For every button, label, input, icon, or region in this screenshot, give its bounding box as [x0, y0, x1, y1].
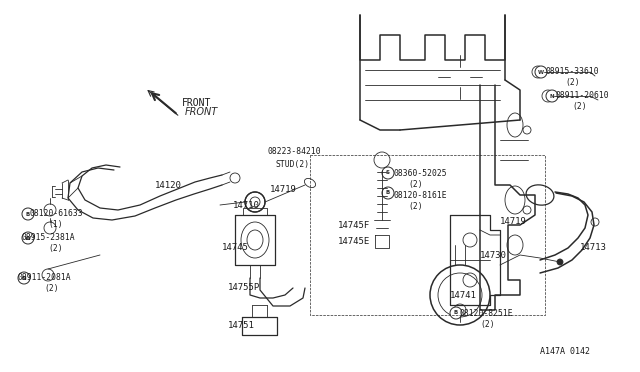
- Text: 08120-8161E: 08120-8161E: [393, 190, 447, 199]
- Text: (2): (2): [408, 202, 422, 211]
- Text: (2): (2): [565, 78, 580, 87]
- Text: W: W: [25, 235, 31, 241]
- Text: 14745E: 14745E: [338, 237, 371, 247]
- Circle shape: [382, 167, 394, 179]
- Text: FRONT: FRONT: [185, 107, 218, 117]
- Text: 08915-33610: 08915-33610: [545, 67, 598, 77]
- Circle shape: [557, 259, 563, 265]
- Text: N: N: [550, 93, 554, 99]
- Text: (2): (2): [572, 103, 587, 112]
- Text: (2): (2): [44, 285, 59, 294]
- Text: W: W: [538, 70, 544, 74]
- Text: FRONT: FRONT: [182, 98, 211, 108]
- Circle shape: [382, 187, 394, 199]
- Text: 14713: 14713: [580, 244, 607, 253]
- Text: N: N: [22, 276, 26, 280]
- Text: 08223-84210: 08223-84210: [268, 148, 322, 157]
- Text: 14745F: 14745F: [338, 221, 371, 230]
- Text: 14120: 14120: [155, 180, 182, 189]
- Text: 14719: 14719: [500, 218, 527, 227]
- Text: 08915-2381A: 08915-2381A: [22, 234, 76, 243]
- Text: 08911-2081A: 08911-2081A: [18, 273, 72, 282]
- Text: 14741: 14741: [450, 291, 477, 299]
- Text: 14745: 14745: [222, 244, 249, 253]
- Text: 14751: 14751: [228, 321, 255, 330]
- Circle shape: [546, 90, 558, 102]
- Text: 14710: 14710: [233, 201, 260, 209]
- Text: (2): (2): [480, 320, 495, 328]
- Circle shape: [22, 232, 34, 244]
- Text: (2): (2): [48, 244, 63, 253]
- Text: 14730: 14730: [480, 251, 507, 260]
- Text: B: B: [386, 190, 390, 196]
- Circle shape: [22, 208, 34, 220]
- Text: 08911-20610: 08911-20610: [555, 92, 609, 100]
- Text: STUD(2): STUD(2): [276, 160, 310, 169]
- Text: 14719: 14719: [270, 186, 297, 195]
- Text: 08120-8251E: 08120-8251E: [460, 308, 514, 317]
- Text: 08120-61633: 08120-61633: [30, 209, 84, 218]
- Text: A147A 0142: A147A 0142: [540, 347, 590, 356]
- Text: B: B: [454, 311, 458, 315]
- Text: 14755P: 14755P: [228, 282, 260, 292]
- Circle shape: [18, 272, 30, 284]
- Circle shape: [535, 66, 547, 78]
- Circle shape: [450, 307, 462, 319]
- Circle shape: [591, 218, 599, 226]
- Text: 08360-52025: 08360-52025: [393, 169, 447, 177]
- Text: B: B: [26, 212, 30, 217]
- Text: S: S: [386, 170, 390, 176]
- Text: (2): (2): [408, 180, 422, 189]
- Text: (1): (1): [48, 221, 63, 230]
